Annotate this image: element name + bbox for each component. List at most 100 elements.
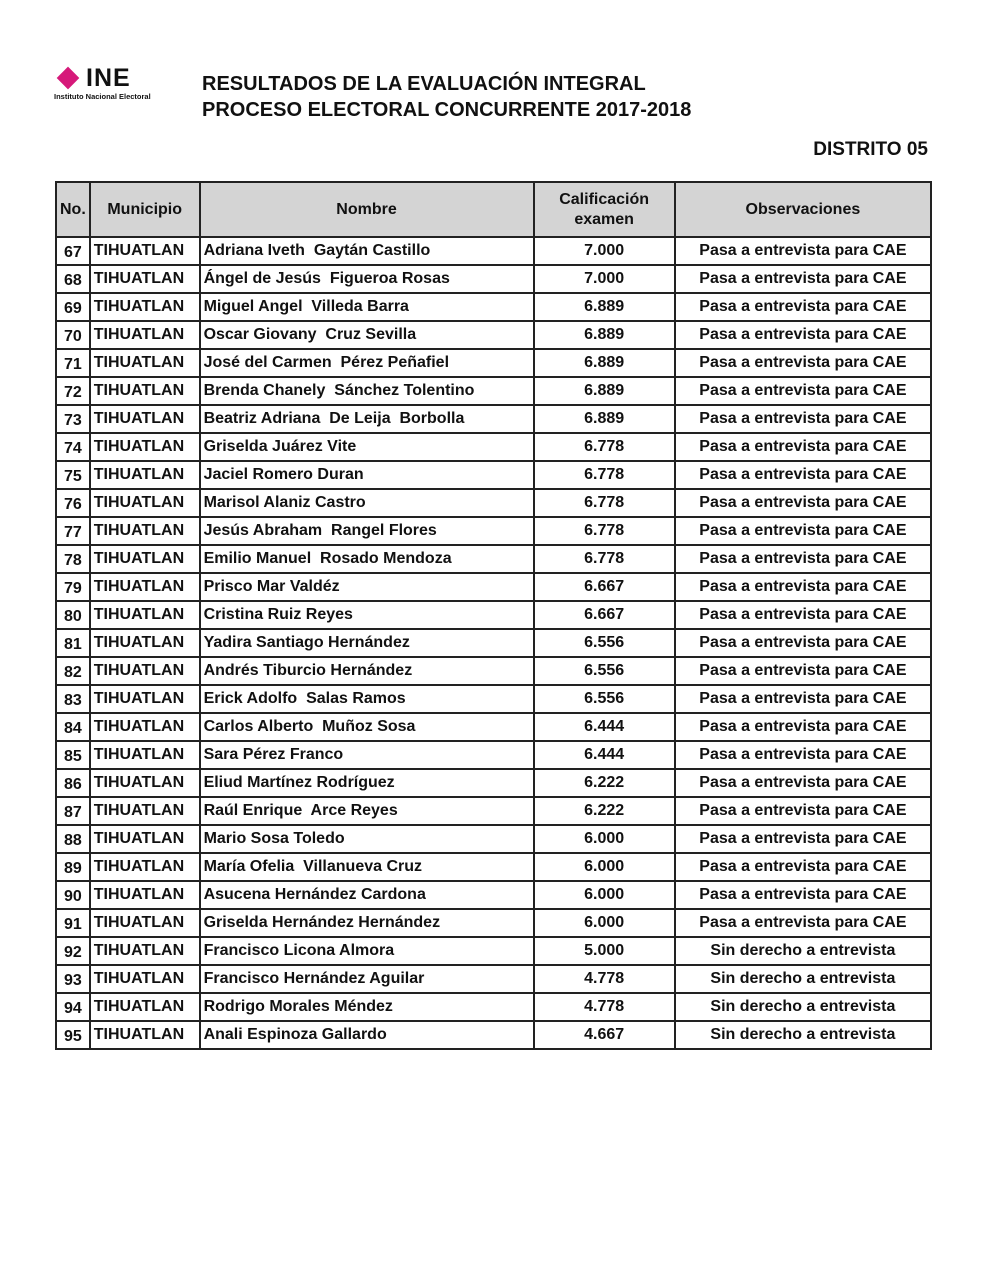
row-number-cell: 86 (55, 768, 91, 798)
observaciones-cell: Sin derecho a entrevista (673, 992, 933, 1022)
table-row: 73 TIHUATLAN Beatriz Adriana De Leija Borb… (55, 404, 933, 434)
nombre-cell: Eliud Martínez Rodríguez (198, 768, 535, 798)
row-number-cell: 93 (55, 964, 91, 994)
nombre-cell: Anali Espinoza Gallardo (198, 1020, 535, 1050)
observaciones-cell: Pasa a entrevista para CAE (673, 768, 933, 798)
observaciones-cell: Pasa a entrevista para CAE (673, 236, 933, 266)
table-row: 80 TIHUATLAN Cristina Ruiz Reyes 6.667 Pasa … (55, 600, 933, 630)
municipio-cell: TIHUATLAN (88, 264, 201, 294)
ine-logo: INE Instituto Nacional Electoral (54, 64, 169, 102)
row-number-cell: 91 (55, 908, 91, 938)
row-number-cell: 87 (55, 796, 91, 826)
municipio-cell: TIHUATLAN (88, 376, 201, 406)
municipio-cell: TIHUATLAN (88, 880, 201, 910)
nombre-cell: Oscar Giovany Cruz Sevilla (198, 320, 535, 350)
nombre-cell: Ángel de Jesús Figueroa Rosas (198, 264, 535, 294)
nombre-cell: Cristina Ruiz Reyes (198, 600, 535, 630)
calificacion-cell: 4.778 (532, 964, 676, 994)
calificacion-cell: 6.222 (532, 768, 676, 798)
observaciones-cell: Pasa a entrevista para CAE (673, 628, 933, 658)
calificacion-cell: 6.778 (532, 544, 676, 574)
col-header-nombre: Nombre (198, 181, 535, 238)
row-number-cell: 67 (55, 236, 91, 266)
calificacion-cell: 6.444 (532, 740, 676, 770)
col-header-calificacion: Calificación examen (532, 181, 676, 238)
calificacion-cell: 6.889 (532, 404, 676, 434)
municipio-cell: TIHUATLAN (88, 292, 201, 322)
calificacion-cell: 6.667 (532, 600, 676, 630)
row-number-cell: 92 (55, 936, 91, 966)
table-row: 69 TIHUATLAN Miguel Angel Villeda Barra 6.8… (55, 292, 933, 322)
municipio-cell: TIHUATLAN (88, 432, 201, 462)
observaciones-cell: Pasa a entrevista para CAE (673, 460, 933, 490)
row-number-cell: 71 (55, 348, 91, 378)
col-header-no: No. (55, 181, 91, 238)
municipio-cell: TIHUATLAN (88, 908, 201, 938)
nombre-cell: Sara Pérez Franco (198, 740, 535, 770)
calificacion-cell: 6.000 (532, 880, 676, 910)
table-row: 82 TIHUATLAN Andrés Tiburcio Hernández 6.55… (55, 656, 933, 686)
nombre-cell: Griselda Juárez Vite (198, 432, 535, 462)
table-row: 93 TIHUATLAN Francisco Hernández Aguilar 4.… (55, 964, 933, 994)
table-row: 95 TIHUATLAN Anali Espinoza Gallardo 4.667 S… (55, 1020, 933, 1050)
observaciones-cell: Pasa a entrevista para CAE (673, 852, 933, 882)
municipio-cell: TIHUATLAN (88, 796, 201, 826)
row-number-cell: 78 (55, 544, 91, 574)
municipio-cell: TIHUATLAN (88, 544, 201, 574)
calificacion-cell: 6.556 (532, 628, 676, 658)
row-number-cell: 85 (55, 740, 91, 770)
col-header-observaciones: Observaciones (673, 181, 933, 238)
nombre-cell: Carlos Alberto Muñoz Sosa (198, 712, 535, 742)
nombre-cell: José del Carmen Pérez Peñafiel (198, 348, 535, 378)
table-row: 87 TIHUATLAN Raúl Enrique Arce Reyes 6.222 P… (55, 796, 933, 826)
calificacion-cell: 7.000 (532, 236, 676, 266)
observaciones-cell: Pasa a entrevista para CAE (673, 824, 933, 854)
nombre-cell: Adriana Iveth Gaytán Castillo (198, 236, 535, 266)
table-row: 86 TIHUATLAN Eliud Martínez Rodríguez 6.222… (55, 768, 933, 798)
observaciones-cell: Pasa a entrevista para CAE (673, 880, 933, 910)
row-number-cell: 70 (55, 320, 91, 350)
nombre-cell: Prisco Mar Valdéz (198, 572, 535, 602)
table-row: 78 TIHUATLAN Emilio Manuel Rosado Mendoza 6… (55, 544, 933, 574)
observaciones-cell: Pasa a entrevista para CAE (673, 572, 933, 602)
municipio-cell: TIHUATLAN (88, 404, 201, 434)
nombre-cell: Emilio Manuel Rosado Mendoza (198, 544, 535, 574)
municipio-cell: TIHUATLAN (88, 460, 201, 490)
table-row: 70 TIHUATLAN Oscar Giovany Cruz Sevilla 6.8… (55, 320, 933, 350)
nombre-cell: Jesús Abraham Rangel Flores (198, 516, 535, 546)
municipio-cell: TIHUATLAN (88, 572, 201, 602)
nombre-cell: Andrés Tiburcio Hernández (198, 656, 535, 686)
observaciones-cell: Pasa a entrevista para CAE (673, 684, 933, 714)
row-number-cell: 75 (55, 460, 91, 490)
district-label: DISTRITO 05 (813, 139, 928, 160)
municipio-cell: TIHUATLAN (88, 236, 201, 266)
table-row: 89 TIHUATLAN María Ofelia Villanueva Cruz 6… (55, 852, 933, 882)
calificacion-cell: 6.889 (532, 348, 676, 378)
calificacion-cell: 6.778 (532, 488, 676, 518)
row-number-cell: 69 (55, 292, 91, 322)
municipio-cell: TIHUATLAN (88, 600, 201, 630)
calificacion-cell: 6.778 (532, 460, 676, 490)
municipio-cell: TIHUATLAN (88, 320, 201, 350)
calificacion-cell: 6.889 (532, 292, 676, 322)
calificacion-label: Calificación examen (559, 190, 650, 228)
row-number-cell: 82 (55, 656, 91, 686)
municipio-cell: TIHUATLAN (88, 852, 201, 882)
col-header-municipio: Municipio (88, 181, 201, 238)
table-row: 94 TIHUATLAN Rodrigo Morales Méndez 4.778 Si… (55, 992, 933, 1022)
observaciones-cell: Pasa a entrevista para CAE (673, 740, 933, 770)
row-number-cell: 79 (55, 572, 91, 602)
municipio-cell: TIHUATLAN (88, 628, 201, 658)
table-row: 85 TIHUATLAN Sara Pérez Franco 6.444 Pasa a … (55, 740, 933, 770)
logo-mark: INE (86, 64, 131, 92)
observaciones-cell: Pasa a entrevista para CAE (673, 544, 933, 574)
row-number-cell: 80 (55, 600, 91, 630)
calificacion-cell: 6.000 (532, 908, 676, 938)
row-number-cell: 95 (55, 1020, 91, 1050)
observaciones-cell: Sin derecho a entrevista (673, 1020, 933, 1050)
municipio-cell: TIHUATLAN (88, 768, 201, 798)
row-number-cell: 84 (55, 712, 91, 742)
table-row: 83 TIHUATLAN Erick Adolfo Salas Ramos 6.556… (55, 684, 933, 714)
nombre-cell: Yadira Santiago Hernández (198, 628, 535, 658)
observaciones-cell: Pasa a entrevista para CAE (673, 348, 933, 378)
